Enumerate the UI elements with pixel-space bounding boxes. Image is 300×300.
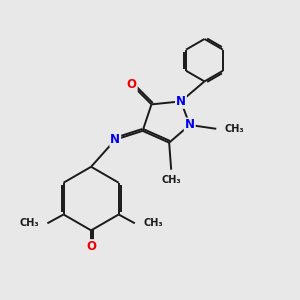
- Text: CH₃: CH₃: [143, 218, 163, 228]
- Text: O: O: [127, 78, 137, 91]
- Text: CH₃: CH₃: [224, 124, 244, 134]
- Text: O: O: [86, 240, 96, 253]
- Text: N: N: [185, 118, 195, 131]
- Text: CH₃: CH₃: [161, 175, 181, 185]
- Text: CH₃: CH₃: [20, 218, 39, 228]
- Text: N: N: [176, 95, 186, 108]
- Text: N: N: [110, 133, 120, 146]
